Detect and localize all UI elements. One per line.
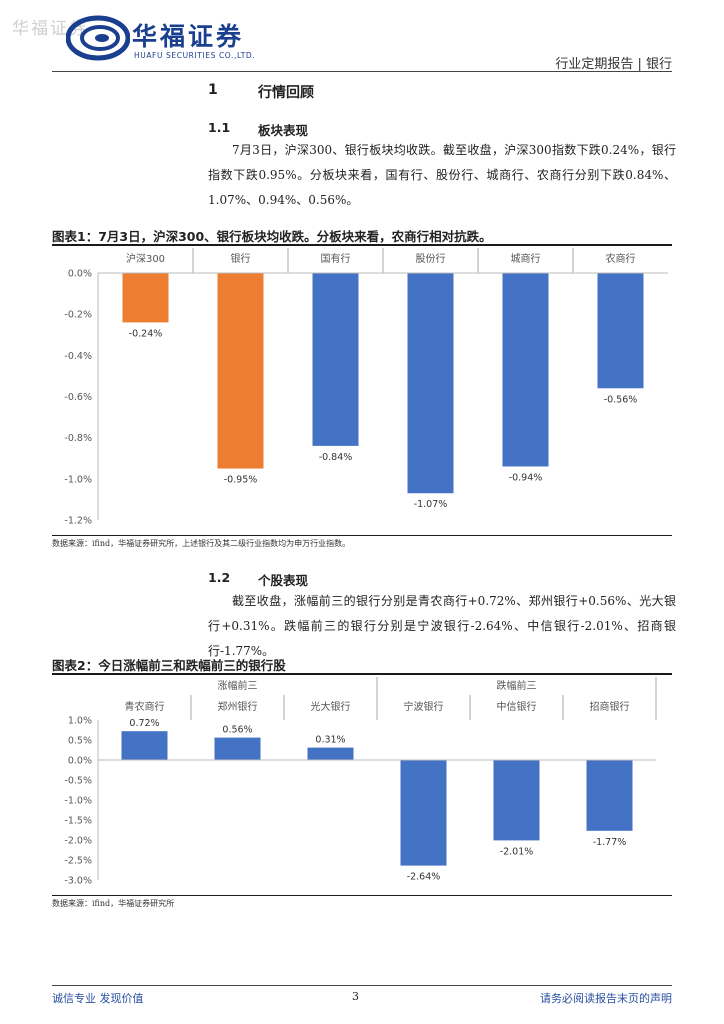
category-label: 农商行 [606,252,636,265]
y-tick-label: -0.4% [64,351,92,362]
data-label: -0.56% [604,394,638,405]
bar [586,760,633,831]
y-tick-label: -1.0% [64,474,92,485]
y-tick-label: -0.6% [64,392,92,403]
bar [502,273,549,467]
figure-bottom-rule [52,535,672,536]
data-label: 0.31% [315,735,345,746]
company-logo [65,14,276,68]
figure-top-rule [52,244,672,246]
figure-bottom-rule [52,895,672,896]
data-label: -1.07% [414,499,448,510]
data-label: -0.84% [319,452,353,463]
bar [217,273,264,469]
paragraph-text: 截至收盘，涨幅前三的银行分别是青农商行+0.72%、郑州银行+0.56%、光大银… [208,594,676,658]
category-label: 中信银行 [497,700,537,713]
group-label: 跌幅前三 [497,679,537,692]
footer-slogan: 诚信专业 发现价值 [52,992,144,1005]
figure-source: 数据来源：ifind，华福证券研究所 [52,899,175,908]
bar [214,737,261,760]
bar [400,760,447,866]
data-label: -1.77% [593,837,627,848]
figure-top-rule [52,673,672,675]
data-label: -0.24% [129,328,163,339]
y-tick-label: -0.5% [64,776,92,787]
category-label: 光大银行 [311,700,351,713]
bar [407,273,454,494]
paragraph-sector: 7月3日，沪深300、银行板块均收跌。截至收盘，沪深300指数下跌0.24%，银… [208,138,676,213]
data-label: 0.56% [222,725,252,736]
logo-name-en: HUAFU SECURITIES CO.,LTD. [134,51,256,60]
paragraph-stocks: 截至收盘，涨幅前三的银行分别是青农商行+0.72%、郑州银行+0.56%、光大银… [208,589,676,664]
logo-name-cn: 华福证券 [132,22,245,51]
bar [493,760,540,841]
bar [312,273,359,446]
data-label: 0.72% [129,718,159,729]
report-category: 行业定期报告 | 银行 [555,57,672,72]
y-tick-label: -1.2% [64,516,92,527]
category-label: 青农商行 [125,700,165,713]
subsection-number: 1.2 [208,570,231,585]
figure-source: 数据来源：ifind，华福证券研究所，上述银行及其二级行业指数均为申万行业指数。 [52,539,351,548]
subsection-number: 1.1 [208,120,231,135]
section-number: 1 [208,82,218,98]
category-label: 沪深300 [126,252,165,265]
y-tick-label: -0.2% [64,310,92,321]
y-tick-label: 1.0% [68,716,92,727]
sector-chart: 0.0% -0.2% -0.4% -0.6% -0.8% -1.0% -1.2% 沪深300 -… [64,248,668,527]
category-label: 郑州银行 [218,700,258,713]
stock-chart: 1.0% 0.5% 0.0% -0.5% -1.0% -1.5% -2.0% -2.5% -3.… [64,677,657,887]
data-label: -0.94% [509,472,543,483]
header-divider [52,71,672,72]
y-tick-label: -2.0% [64,836,92,847]
group-label: 涨幅前三 [218,679,258,692]
figure-title: 图表2：今日涨幅前三和跌幅前三的银行股 [52,658,286,673]
data-label: -2.64% [407,872,441,883]
bar [597,273,644,389]
logo-swirl-icon [65,15,131,61]
page-number: 3 [352,990,359,1003]
category-label: 国有行 [321,252,351,265]
figure-title: 图表1：7月3日，沪深300、银行板块均收跌。分板块来看，农商行相对抗跌。 [52,229,492,244]
subsection-title: 个股表现 [258,573,309,588]
category-label: 股份行 [416,252,446,265]
category-label: 银行 [231,252,251,265]
data-label: -2.01% [500,846,534,857]
footer-disclaimer: 请务必阅读报告末页的声明 [540,992,672,1005]
y-tick-label: -3.0% [64,876,92,887]
y-tick-label: -1.5% [64,816,92,827]
footer-divider [52,985,672,986]
subsection-title: 板块表现 [258,123,309,138]
data-label: -0.95% [224,475,258,486]
y-tick-label: -2.5% [64,856,92,867]
y-tick-label: 0.5% [68,736,92,747]
category-label: 宁波银行 [404,700,444,713]
y-tick-label: -0.8% [64,433,92,444]
bar [307,747,354,760]
y-tick-label: -1.0% [64,796,92,807]
category-label: 城商行 [511,252,541,265]
bar [122,273,169,323]
section-title: 行情回顾 [258,85,314,101]
bar [121,731,168,760]
paragraph-text: 7月3日，沪深300、银行板块均收跌。截至收盘，沪深300指数下跌0.24%，银… [208,143,676,207]
category-label: 招商银行 [590,700,630,713]
y-tick-label: 0.0% [68,269,92,280]
y-tick-label: 0.0% [68,756,92,767]
